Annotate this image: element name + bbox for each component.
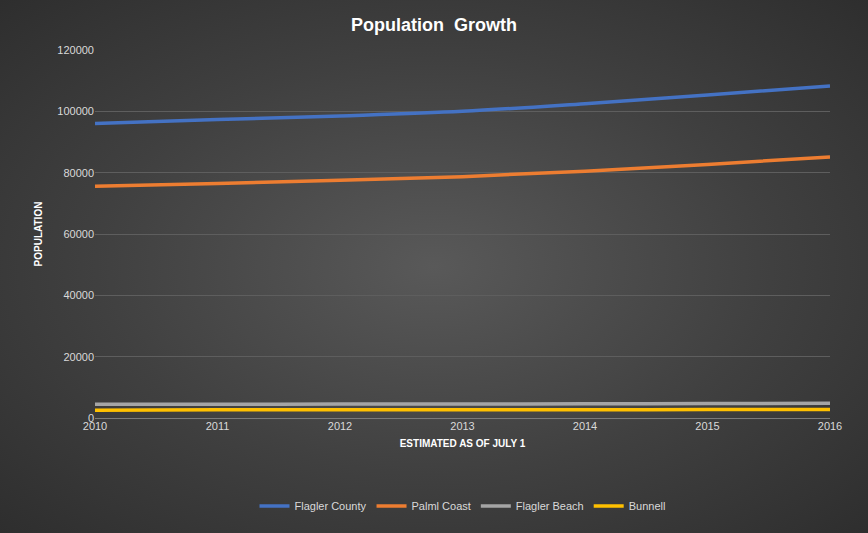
- svg-text:ESTIMATED AS OF JULY 1: ESTIMATED AS OF JULY 1: [400, 438, 526, 449]
- svg-text:120000: 120000: [57, 44, 94, 56]
- svg-text:Flagler Beach: Flagler Beach: [516, 500, 584, 512]
- svg-text:100000: 100000: [57, 105, 94, 117]
- svg-text:60000: 60000: [63, 228, 94, 240]
- svg-text:80000: 80000: [63, 167, 94, 179]
- svg-text:Palml Coast: Palml Coast: [412, 500, 471, 512]
- svg-text:20000: 20000: [63, 351, 94, 363]
- svg-text:Population Growth: Population Growth: [351, 15, 517, 35]
- svg-text:0: 0: [88, 412, 94, 424]
- svg-text:40000: 40000: [63, 289, 94, 301]
- svg-text:2012: 2012: [328, 420, 352, 432]
- svg-text:2014: 2014: [573, 420, 597, 432]
- svg-text:2010: 2010: [83, 420, 107, 432]
- svg-text:2011: 2011: [206, 420, 230, 432]
- svg-text:POPULATION: POPULATION: [33, 202, 44, 267]
- svg-text:Bunnell: Bunnell: [629, 500, 666, 512]
- svg-text:2016: 2016: [818, 420, 842, 432]
- svg-text:2015: 2015: [695, 420, 719, 432]
- svg-text:2013: 2013: [450, 420, 474, 432]
- svg-text:Flagler County: Flagler County: [295, 500, 367, 512]
